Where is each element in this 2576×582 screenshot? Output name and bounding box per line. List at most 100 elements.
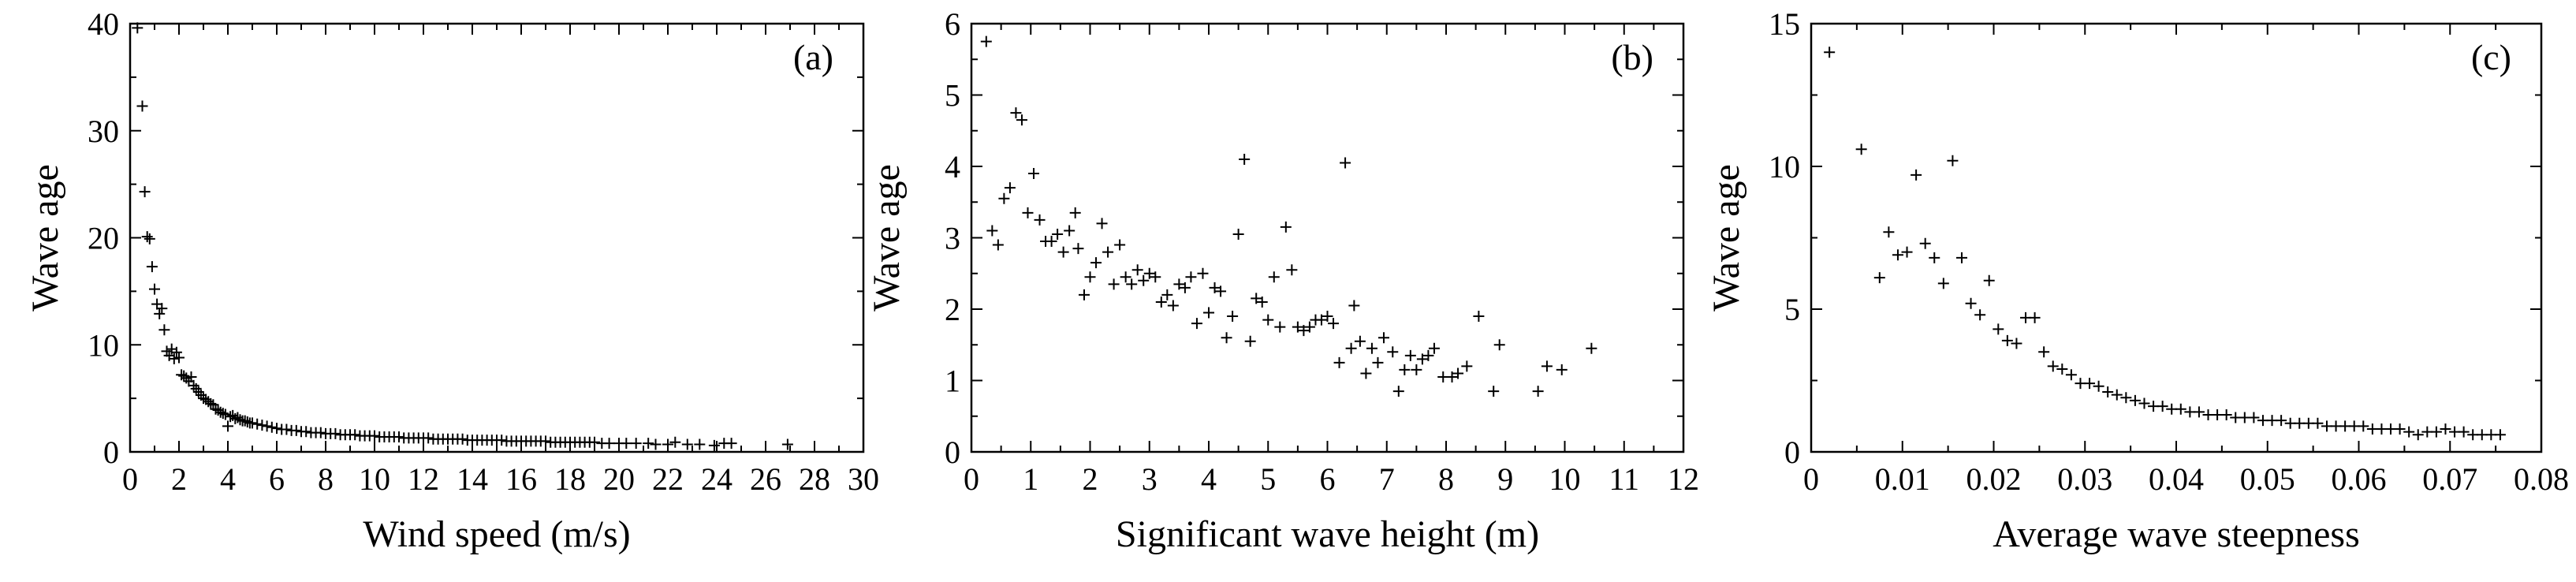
- x-tick-label: 10: [1549, 461, 1581, 497]
- x-axis-label: Average wave steepness: [1993, 513, 2360, 555]
- data-point: [1586, 342, 1597, 354]
- data-point: [2458, 426, 2470, 438]
- x-tick-label: 0.07: [2422, 461, 2477, 497]
- data-point: [1203, 307, 1214, 319]
- data-point: [1532, 386, 1544, 397]
- x-tick-label: 2: [1083, 461, 1098, 497]
- data-point: [2175, 403, 2186, 415]
- y-tick-label: 5: [945, 78, 960, 114]
- data-point: [1955, 252, 1967, 263]
- data-point: [1114, 239, 1126, 251]
- y-tick-label: 3: [945, 221, 960, 256]
- data-point: [540, 435, 551, 447]
- data-point: [781, 438, 793, 450]
- data-point: [1411, 364, 1422, 375]
- data-point: [252, 418, 263, 430]
- data-point: [1215, 285, 1227, 297]
- data-point: [222, 420, 233, 432]
- data-point: [980, 35, 992, 47]
- data-point: [139, 186, 151, 198]
- data-point: [1493, 339, 1505, 351]
- data-point: [1155, 296, 1167, 308]
- x-tick-label: 14: [457, 461, 488, 497]
- x-tick-label: 0.08: [2514, 461, 2569, 497]
- panel-label: (c): [2471, 37, 2511, 77]
- data-point: [266, 421, 278, 433]
- data-point: [1096, 218, 1108, 229]
- y-tick-label: 40: [88, 6, 119, 42]
- data-point: [136, 100, 148, 112]
- data-point: [256, 420, 268, 431]
- y-axis-label: Wave age: [866, 164, 908, 312]
- data-point: [1102, 246, 1114, 258]
- data-point: [1354, 335, 1366, 347]
- x-tick-label: 18: [554, 461, 586, 497]
- x-axis-label: Significant wave height (m): [1116, 513, 1539, 555]
- data-point: [1143, 267, 1155, 279]
- data-point: [1919, 237, 1931, 249]
- data-point: [669, 436, 681, 448]
- data-point: [1131, 264, 1143, 276]
- data-point: [1473, 311, 1485, 323]
- data-point: [423, 432, 434, 444]
- data-point: [1911, 169, 1922, 181]
- x-tick-label: 26: [750, 461, 781, 497]
- data-point: [144, 233, 155, 244]
- y-axis-label: Wave age: [1706, 164, 1747, 312]
- data-point: [1028, 168, 1040, 180]
- data-point: [247, 417, 258, 429]
- data-point: [154, 308, 166, 319]
- data-point: [261, 420, 273, 432]
- x-tick-label: 11: [1609, 461, 1639, 497]
- data-point: [496, 435, 508, 446]
- data-point: [2248, 412, 2260, 423]
- x-tick-label: 8: [1438, 461, 1454, 497]
- data-point: [349, 429, 361, 441]
- data-point: [2065, 369, 2077, 381]
- panel-label: (b): [1611, 37, 1653, 77]
- y-tick-label: 2: [945, 292, 960, 327]
- data-point: [2029, 312, 2041, 323]
- data-point: [156, 303, 168, 315]
- data-point: [214, 406, 226, 418]
- y-tick-label: 15: [1769, 6, 1800, 42]
- data-point: [1974, 309, 1986, 321]
- data-point: [2220, 409, 2232, 420]
- y-tick-label: 0: [945, 435, 960, 470]
- x-tick-label: 0: [964, 461, 979, 497]
- data-point: [229, 412, 241, 424]
- x-tick-label: 24: [701, 461, 733, 497]
- data-point: [1274, 321, 1286, 333]
- data-point: [168, 353, 180, 364]
- data-point: [1064, 225, 1076, 237]
- data-point: [708, 439, 720, 451]
- data-point: [2358, 420, 2369, 432]
- data-point: [234, 414, 246, 426]
- data-point: [1034, 214, 1046, 226]
- data-point: [1280, 221, 1292, 233]
- data-point: [132, 22, 144, 34]
- data-point: [2038, 346, 2050, 358]
- x-tick-label: 0: [122, 461, 138, 497]
- data-point: [2157, 401, 2168, 412]
- data-point: [1179, 282, 1191, 293]
- data-point: [1947, 155, 1959, 166]
- data-point: [271, 423, 282, 435]
- data-point: [173, 352, 185, 364]
- data-point: [1360, 367, 1372, 379]
- data-point: [219, 409, 231, 420]
- data-point: [2056, 364, 2068, 375]
- data-point: [681, 438, 693, 450]
- data-point: [1090, 257, 1102, 269]
- data-point: [315, 427, 326, 438]
- y-tick-label: 0: [103, 435, 119, 470]
- data-point: [1348, 300, 1360, 312]
- data-point: [2412, 429, 2424, 441]
- x-tick-label: 16: [505, 461, 537, 497]
- data-point: [239, 415, 251, 427]
- data-point: [149, 283, 160, 295]
- data-point: [1209, 282, 1221, 293]
- data-point: [457, 433, 468, 445]
- x-tick-label: 6: [269, 461, 285, 497]
- data-point: [290, 424, 302, 436]
